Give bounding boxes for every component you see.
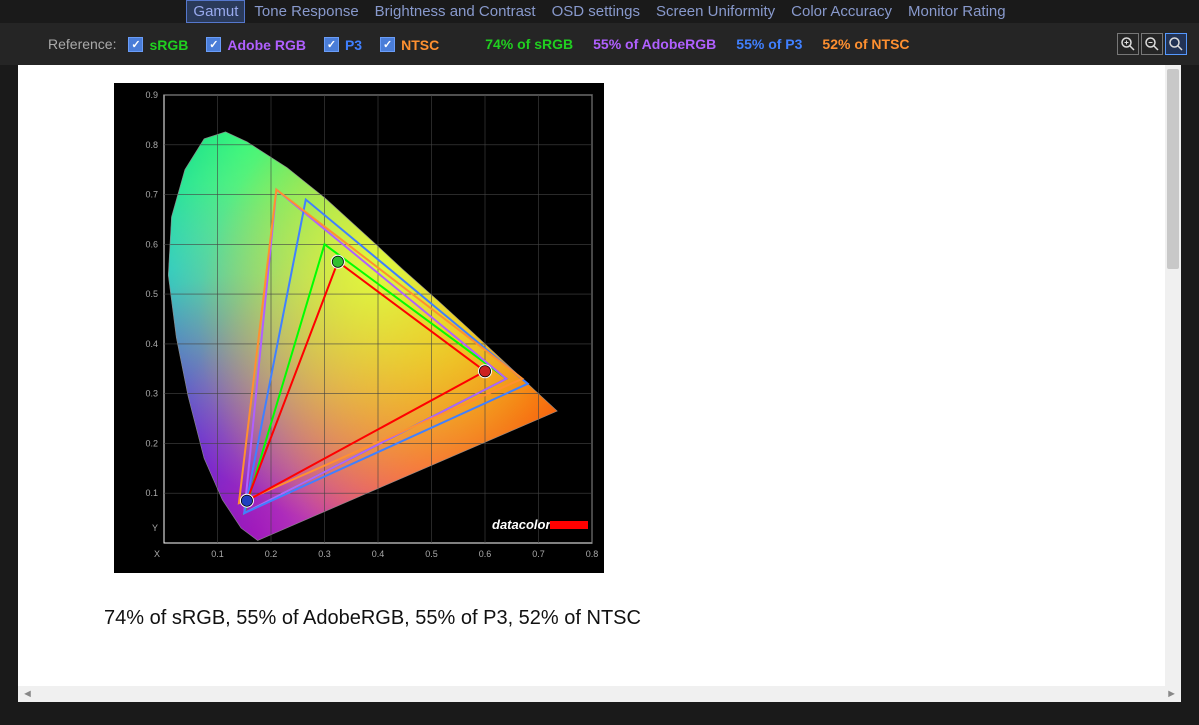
content-outer: 0.1 0.2 0.3 0.4 0.5 0.6 0.7 0.8 0.1 0.2 0.3 0.4 0.5 0… [0, 65, 1199, 720]
reference-bar: Reference: ✓ sRGB ✓ Adobe RGB ✓ P3 ✓ NTSC 74% o… [0, 23, 1199, 65]
zoom-in-button[interactable] [1117, 33, 1139, 55]
svg-text:0.6: 0.6 [145, 239, 158, 249]
svg-text:0.1: 0.1 [211, 549, 224, 559]
tab-monitor-rating[interactable]: Monitor Rating [901, 0, 1013, 23]
reference-label: Reference: [48, 36, 116, 52]
chromaticity-chart: 0.1 0.2 0.3 0.4 0.5 0.6 0.7 0.8 0.1 0.2 0.3 0.4 0.5 0… [114, 83, 604, 573]
horizontal-scrollbar[interactable]: ◄► [18, 686, 1181, 702]
svg-text:datacolor: datacolor [492, 517, 551, 532]
ref-p3[interactable]: ✓ P3 [324, 37, 362, 53]
svg-text:0.2: 0.2 [265, 549, 278, 559]
svg-text:X: X [154, 549, 160, 559]
coverage-value: 55% of P3 [736, 36, 802, 52]
checkbox-icon[interactable]: ✓ [206, 37, 221, 52]
checkbox-icon[interactable]: ✓ [128, 37, 143, 52]
coverage-caption: 74% of sRGB, 55% of AdobeRGB, 55% of P3,… [18, 573, 1181, 630]
svg-text:0.5: 0.5 [425, 549, 438, 559]
tab-color-accuracy[interactable]: Color Accuracy [784, 0, 899, 23]
ref-label-text: sRGB [149, 37, 188, 53]
vertical-scrollbar[interactable] [1165, 65, 1181, 686]
checkbox-icon[interactable]: ✓ [324, 37, 339, 52]
coverage-value: 74% of sRGB [485, 36, 573, 52]
svg-text:0.4: 0.4 [372, 549, 385, 559]
svg-text:0.8: 0.8 [145, 139, 158, 149]
zoom-out-button[interactable] [1141, 33, 1163, 55]
svg-text:0.9: 0.9 [145, 90, 158, 100]
svg-text:0.3: 0.3 [318, 549, 331, 559]
svg-text:0.8: 0.8 [586, 549, 599, 559]
svg-text:Y: Y [152, 523, 158, 533]
coverage-value: 55% of AdobeRGB [593, 36, 716, 52]
coverage-value: 52% of NTSC [822, 36, 909, 52]
zoom-controls [1117, 33, 1187, 55]
tab-brightness-and-contrast[interactable]: Brightness and Contrast [368, 0, 543, 23]
svg-text:0.3: 0.3 [145, 388, 158, 398]
tab-osd-settings[interactable]: OSD settings [545, 0, 647, 23]
svg-text:0.6: 0.6 [479, 549, 492, 559]
tabs-bar: GamutTone ResponseBrightness and Contras… [0, 0, 1199, 23]
ref-ntsc[interactable]: ✓ NTSC [380, 37, 439, 53]
svg-text:0.7: 0.7 [145, 189, 158, 199]
ref-label-text: P3 [345, 37, 362, 53]
content-panel: 0.1 0.2 0.3 0.4 0.5 0.6 0.7 0.8 0.1 0.2 0.3 0.4 0.5 0… [18, 65, 1181, 702]
svg-text:0.5: 0.5 [145, 289, 158, 299]
ref-label-text: Adobe RGB [227, 37, 306, 53]
checkbox-icon[interactable]: ✓ [380, 37, 395, 52]
chart-wrap: 0.1 0.2 0.3 0.4 0.5 0.6 0.7 0.8 0.1 0.2 0.3 0.4 0.5 0… [18, 65, 1181, 573]
svg-text:0.4: 0.4 [145, 338, 158, 348]
tab-gamut[interactable]: Gamut [186, 0, 245, 23]
svg-text:0.2: 0.2 [145, 438, 158, 448]
ref-srgb[interactable]: ✓ sRGB [128, 37, 188, 53]
ref-label-text: NTSC [401, 37, 439, 53]
tab-screen-uniformity[interactable]: Screen Uniformity [649, 0, 782, 23]
ref-adobe-rgb[interactable]: ✓ Adobe RGB [206, 37, 306, 53]
svg-text:0.1: 0.1 [145, 488, 158, 498]
tab-tone-response[interactable]: Tone Response [247, 0, 365, 23]
zoom-fit-button[interactable] [1165, 33, 1187, 55]
svg-text:0.7: 0.7 [532, 549, 545, 559]
